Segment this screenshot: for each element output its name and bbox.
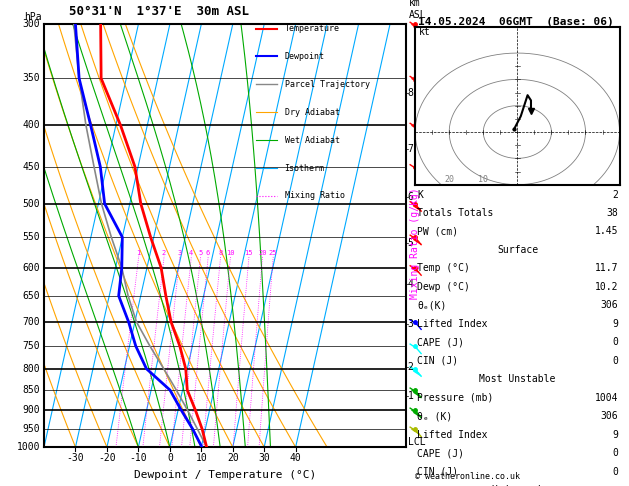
Text: 20: 20 — [444, 175, 454, 184]
Text: 900: 900 — [23, 405, 40, 415]
Text: -10: -10 — [130, 453, 147, 464]
Text: 5: 5 — [408, 239, 413, 248]
Text: 2: 2 — [613, 190, 618, 200]
Text: 10: 10 — [478, 175, 488, 184]
Text: 306: 306 — [601, 411, 618, 421]
Text: 0: 0 — [613, 337, 618, 347]
Text: 350: 350 — [23, 73, 40, 84]
Text: 950: 950 — [23, 424, 40, 434]
Text: 0: 0 — [613, 448, 618, 458]
Text: Hodograph: Hodograph — [491, 485, 544, 486]
Text: Dry Adiabat: Dry Adiabat — [284, 108, 340, 117]
Text: LCL: LCL — [408, 437, 425, 447]
Text: Pressure (mb): Pressure (mb) — [417, 393, 493, 403]
Text: 5: 5 — [198, 249, 203, 256]
Text: 700: 700 — [23, 317, 40, 327]
Text: 10: 10 — [226, 249, 235, 256]
Text: 306: 306 — [601, 300, 618, 311]
Text: 1.45: 1.45 — [595, 226, 618, 237]
Text: CIN (J): CIN (J) — [417, 356, 458, 366]
Text: 1: 1 — [408, 391, 413, 401]
Text: Totals Totals: Totals Totals — [417, 208, 493, 218]
Text: 15: 15 — [245, 249, 253, 256]
Text: 400: 400 — [23, 121, 40, 130]
Text: Dewpoint: Dewpoint — [284, 52, 325, 61]
Text: 600: 600 — [23, 263, 40, 273]
Text: 9: 9 — [613, 430, 618, 440]
Text: 10.2: 10.2 — [595, 282, 618, 292]
Text: 38: 38 — [606, 208, 618, 218]
Text: 4: 4 — [408, 279, 413, 289]
Text: 30: 30 — [259, 453, 270, 464]
Text: 2: 2 — [408, 362, 413, 372]
Text: 6: 6 — [206, 249, 210, 256]
Text: Wet Adiabat: Wet Adiabat — [284, 136, 340, 145]
Text: 8: 8 — [218, 249, 223, 256]
Text: 2: 2 — [162, 249, 166, 256]
Text: 8: 8 — [408, 88, 413, 98]
Text: 7: 7 — [408, 144, 413, 154]
Text: Mixing Ratio (g/kg): Mixing Ratio (g/kg) — [410, 187, 420, 299]
Text: 25: 25 — [269, 249, 277, 256]
Text: km
ASL: km ASL — [409, 0, 427, 20]
Text: Surface: Surface — [497, 245, 538, 255]
Text: 1004: 1004 — [595, 393, 618, 403]
Text: -20: -20 — [98, 453, 116, 464]
Text: 0: 0 — [167, 453, 173, 464]
Text: 0: 0 — [613, 467, 618, 477]
Text: 6: 6 — [408, 191, 413, 202]
Text: 40: 40 — [290, 453, 301, 464]
Text: 850: 850 — [23, 385, 40, 395]
Text: 450: 450 — [23, 162, 40, 172]
Text: Mixing Ratio: Mixing Ratio — [284, 191, 345, 200]
Text: Lifted Index: Lifted Index — [417, 430, 487, 440]
Text: Dewpoint / Temperature (°C): Dewpoint / Temperature (°C) — [134, 470, 316, 480]
Text: PW (cm): PW (cm) — [417, 226, 458, 237]
Text: Dewp (°C): Dewp (°C) — [417, 282, 470, 292]
Text: θₑ (K): θₑ (K) — [417, 411, 452, 421]
Text: 20: 20 — [258, 249, 267, 256]
Text: 11.7: 11.7 — [595, 263, 618, 274]
Text: 4: 4 — [189, 249, 193, 256]
Text: 300: 300 — [23, 19, 40, 29]
Text: Isotherm: Isotherm — [284, 164, 325, 173]
Text: Most Unstable: Most Unstable — [479, 374, 556, 384]
Text: CAPE (J): CAPE (J) — [417, 448, 464, 458]
Text: Temp (°C): Temp (°C) — [417, 263, 470, 274]
Text: K: K — [417, 190, 423, 200]
Text: 500: 500 — [23, 199, 40, 208]
Text: CAPE (J): CAPE (J) — [417, 337, 464, 347]
Text: 10: 10 — [196, 453, 207, 464]
Text: θₑ(K): θₑ(K) — [417, 300, 447, 311]
Text: Temperature: Temperature — [284, 24, 340, 33]
Text: hPa: hPa — [24, 12, 42, 22]
Text: CIN (J): CIN (J) — [417, 467, 458, 477]
Text: Lifted Index: Lifted Index — [417, 319, 487, 329]
Text: 50°31'N  1°37'E  30m ASL: 50°31'N 1°37'E 30m ASL — [69, 5, 249, 18]
Text: 3: 3 — [177, 249, 182, 256]
Text: -30: -30 — [67, 453, 84, 464]
Text: 0: 0 — [613, 356, 618, 366]
Text: 20: 20 — [227, 453, 238, 464]
Text: 650: 650 — [23, 291, 40, 301]
Text: 3: 3 — [408, 319, 413, 330]
Text: 550: 550 — [23, 232, 40, 242]
Text: 9: 9 — [613, 319, 618, 329]
Text: kt: kt — [418, 27, 430, 36]
Text: © weatheronline.co.uk: © weatheronline.co.uk — [415, 472, 520, 481]
Text: 14.05.2024  06GMT  (Base: 06): 14.05.2024 06GMT (Base: 06) — [418, 17, 614, 27]
Text: 750: 750 — [23, 341, 40, 351]
Text: 1: 1 — [136, 249, 141, 256]
Text: 1000: 1000 — [17, 442, 40, 452]
Text: 800: 800 — [23, 364, 40, 374]
Text: Parcel Trajectory: Parcel Trajectory — [284, 80, 370, 89]
